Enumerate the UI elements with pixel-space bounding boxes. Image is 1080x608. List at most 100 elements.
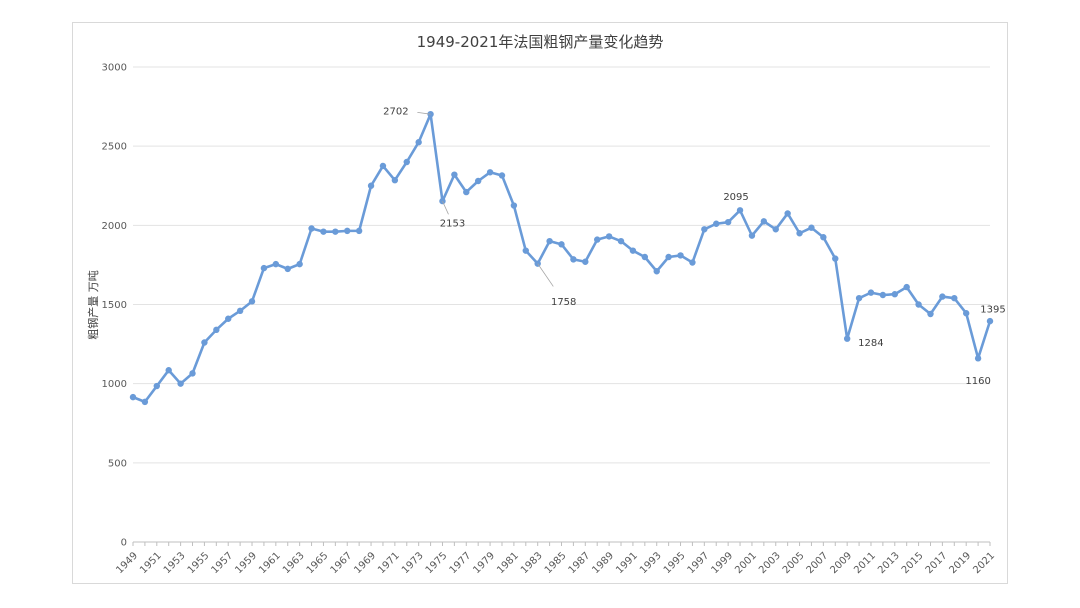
data-point-1963 — [296, 260, 303, 268]
data-point-1984 — [546, 237, 553, 245]
x-tick-label: 2009 — [828, 550, 854, 576]
data-point-2001 — [748, 232, 756, 239]
x-tick-label: 1981 — [495, 550, 521, 576]
data-point-1955 — [201, 339, 208, 346]
data-point-1973 — [415, 139, 422, 146]
data-point-1964 — [308, 225, 315, 232]
data-point-1987 — [582, 258, 589, 265]
x-tick-label: 1955 — [186, 550, 212, 576]
data-label-1975: 2153 — [440, 219, 465, 230]
series-polyline — [132, 112, 992, 404]
data-label-1974: 2702 — [383, 107, 408, 118]
data-point-1972 — [403, 158, 410, 166]
x-tick-label: 2019 — [947, 550, 973, 576]
data-point-2015 — [915, 301, 922, 308]
data-point-1996 — [689, 259, 696, 266]
data-point-1957 — [225, 315, 232, 322]
data-point-1976 — [451, 171, 458, 178]
data-label-2021: 1395 — [980, 305, 1005, 316]
data-point-1978 — [474, 177, 482, 185]
data-point-1992 — [641, 253, 649, 261]
data-point-1959 — [248, 298, 256, 305]
data-point-1980 — [498, 172, 506, 179]
data-point-1988 — [594, 236, 601, 243]
x-tick-label: 1967 — [329, 550, 355, 576]
data-point-1982 — [522, 247, 529, 254]
data-point-1961 — [272, 260, 280, 268]
data-point-2021 — [986, 317, 994, 325]
x-tick-label: 1969 — [352, 550, 378, 576]
data-point-2002 — [760, 218, 768, 225]
x-tick-label: 2005 — [781, 550, 807, 576]
data-point-1971 — [391, 177, 399, 184]
data-point-1969 — [367, 182, 375, 189]
x-tick-label: 1951 — [138, 550, 164, 576]
x-axis — [132, 541, 991, 546]
data-point-2006 — [808, 224, 815, 231]
data-point-1951 — [153, 382, 161, 390]
data-point-1985 — [558, 241, 565, 248]
x-tick-label: 1997 — [686, 550, 712, 576]
data-point-1949 — [129, 393, 137, 401]
data-point-1950 — [141, 398, 149, 406]
chart-title: 1949-2021年法国粗钢产量变化趋势 — [417, 33, 664, 51]
x-tick-label: 1973 — [400, 550, 426, 576]
data-point-2011 — [867, 289, 875, 296]
x-tick-label: 1993 — [638, 550, 664, 576]
data-point-2008 — [832, 255, 839, 262]
x-tick-label: 1991 — [614, 550, 640, 576]
chart-frame — [72, 22, 1008, 584]
x-tick-label: 1963 — [281, 550, 307, 576]
data-point-1956 — [213, 326, 220, 334]
data-point-1995 — [677, 252, 684, 259]
x-tick-label: 1995 — [662, 550, 688, 576]
data-point-1966 — [332, 228, 339, 235]
data-point-1997 — [701, 226, 708, 233]
y-tick-label: 0 — [121, 538, 127, 549]
data-point-1967 — [344, 227, 351, 235]
x-tick-label: 2001 — [733, 550, 759, 576]
data-point-2013 — [891, 291, 898, 298]
data-point-1968 — [355, 227, 363, 235]
data-point-1960 — [260, 264, 268, 272]
y-tick-label: 2000 — [102, 221, 127, 232]
data-point-1981 — [510, 202, 518, 209]
x-tick-label: 2021 — [971, 550, 997, 576]
y-tick-label: 1000 — [102, 379, 127, 390]
data-point-2014 — [903, 283, 910, 291]
y-tick-label: 2500 — [102, 142, 127, 153]
x-tick-label: 1989 — [590, 550, 616, 576]
data-label-2000: 2095 — [723, 192, 748, 203]
data-label-2020: 1160 — [965, 376, 990, 387]
data-label-leader — [417, 111, 431, 115]
x-tick-label: 2003 — [757, 550, 783, 576]
data-point-1993 — [653, 268, 660, 275]
data-point-1998 — [713, 220, 720, 227]
series-line — [132, 112, 992, 404]
y-tick-label: 1500 — [102, 300, 127, 311]
gridlines — [133, 66, 990, 464]
x-tick-label: 1979 — [471, 550, 497, 576]
data-point-2005 — [796, 230, 803, 237]
x-tick-label: 2007 — [805, 550, 831, 576]
data-point-1991 — [629, 247, 637, 254]
data-point-2000 — [736, 207, 744, 214]
data-point-1970 — [379, 162, 387, 170]
x-tick-label: 1971 — [376, 550, 402, 576]
data-label-1983: 1758 — [551, 297, 576, 308]
data-point-1962 — [284, 265, 291, 273]
x-tick-label: 2011 — [852, 550, 878, 576]
x-tick-label: 1965 — [305, 550, 331, 576]
x-tick-label: 1977 — [448, 550, 474, 576]
x-tick-label: 1949 — [114, 550, 140, 576]
x-axis-ticks: 1949195119531955195719591961196319651967… — [114, 550, 997, 576]
data-point-1983 — [534, 260, 541, 267]
x-tick-label: 1953 — [162, 550, 188, 576]
data-point-1977 — [463, 188, 470, 196]
data-point-1986 — [570, 256, 577, 263]
data-label-leader — [442, 200, 449, 215]
x-tick-label: 1985 — [543, 550, 569, 576]
x-tick-label: 1959 — [233, 550, 259, 576]
data-point-2016 — [927, 310, 934, 318]
